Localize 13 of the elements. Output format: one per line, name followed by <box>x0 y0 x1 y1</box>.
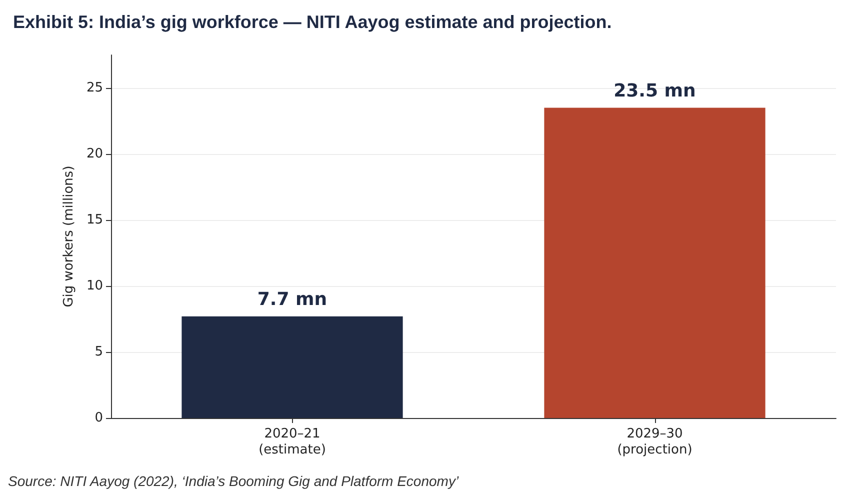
y-tick-label: 5 <box>94 344 103 360</box>
data-label: 7.7 mn <box>257 288 328 310</box>
y-tick-label: 15 <box>86 212 103 228</box>
y-tick-label: 20 <box>86 146 103 162</box>
x-tick-label: 2029–30 (projection) <box>617 426 692 458</box>
x-tick-label: 2020–21 (estimate) <box>258 426 326 458</box>
y-tick-label: 0 <box>94 410 103 426</box>
y-tick-label: 25 <box>86 80 103 96</box>
source-note: Source: NITI Aayog (2022), ‘India’s Booming Gig and Platform Economy’ <box>8 473 460 489</box>
chart-title: Exhibit 5: India’s gig workforce — NITI Aayog estimate and projection. <box>13 12 612 32</box>
y-tick-label: 10 <box>86 278 103 294</box>
data-label: 23.5 mn <box>614 80 696 102</box>
y-axis-title: Gig workers (millions) <box>62 166 77 308</box>
